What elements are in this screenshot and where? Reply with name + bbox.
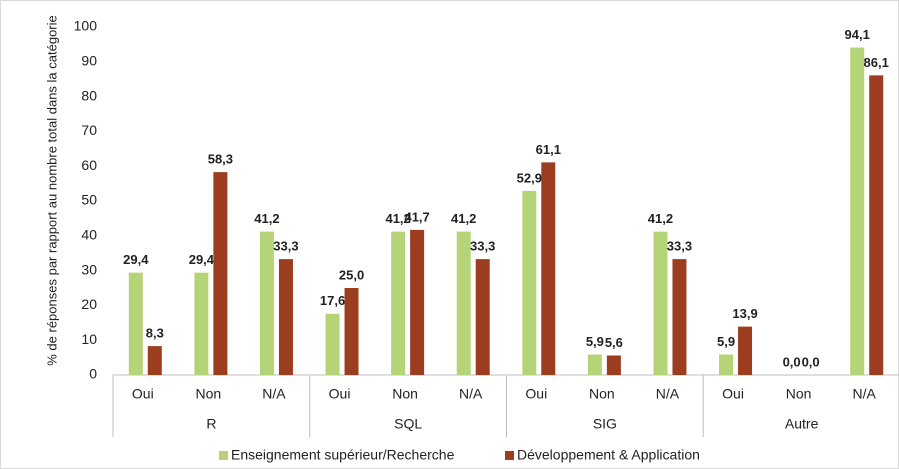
value-label: 25,0: [339, 267, 364, 282]
value-label: 86,1: [864, 55, 889, 70]
y-tick-label: 100: [74, 18, 98, 34]
bar: [344, 288, 359, 375]
value-label: 52,9: [517, 170, 542, 185]
value-label: 33,3: [470, 239, 495, 254]
bar: [410, 229, 425, 375]
value-label: 41,2: [254, 211, 279, 226]
value-label: 33,3: [667, 239, 692, 254]
bar: [325, 313, 340, 375]
legend-label: Développement & Application: [517, 447, 700, 463]
x-tick-label: Oui: [722, 386, 744, 402]
group-label: Autre: [785, 416, 819, 432]
x-tick-label: Oui: [132, 386, 154, 402]
legend-swatch: [505, 451, 514, 460]
x-tick-label: Oui: [525, 386, 547, 402]
group-label: R: [206, 416, 216, 432]
bar: [128, 272, 143, 375]
legend-label: Enseignement supérieur/Recherche: [231, 447, 455, 463]
group-label: SIG: [593, 416, 617, 432]
y-tick-label: 40: [81, 227, 97, 243]
value-label: 17,6: [320, 293, 345, 308]
x-tick-label: N/A: [853, 386, 877, 402]
x-tick-label: Oui: [329, 386, 351, 402]
y-tick-label: 20: [81, 296, 97, 312]
bar: [653, 231, 668, 375]
value-label: 41,2: [451, 211, 476, 226]
x-tick-label: N/A: [459, 386, 483, 402]
value-label: 58,3: [208, 152, 233, 167]
x-tick-label: N/A: [656, 386, 680, 402]
bar: [391, 231, 406, 375]
x-tick-label: N/A: [262, 386, 286, 402]
y-tick-label: 90: [81, 53, 97, 69]
value-label: 13,9: [732, 306, 757, 321]
x-tick-label: Non: [786, 386, 812, 402]
value-label: 33,3: [273, 239, 298, 254]
value-label: 5,9: [717, 334, 735, 349]
value-label: 41,2: [385, 211, 410, 226]
bar: [259, 231, 274, 375]
y-tick-label: 70: [81, 122, 97, 138]
bar: [475, 259, 490, 375]
bar: [850, 47, 865, 375]
value-label: 8,3: [146, 326, 164, 341]
x-tick-label: Non: [392, 386, 418, 402]
y-tick-label: 60: [81, 157, 97, 173]
bar: [719, 354, 734, 375]
value-label: 0,0: [802, 354, 820, 369]
y-tick-label: 80: [81, 87, 97, 103]
bar: [738, 326, 753, 375]
bar: [278, 259, 293, 375]
value-label: 29,4: [123, 252, 149, 267]
value-label: 94,1: [845, 27, 870, 42]
y-tick-label: 10: [81, 331, 97, 347]
bar: [869, 75, 884, 375]
x-tick-label: Non: [589, 386, 615, 402]
bar: [672, 259, 687, 375]
bar: [522, 190, 537, 375]
bar: [587, 354, 602, 375]
legend-swatch: [219, 451, 228, 460]
value-label: 5,6: [605, 335, 623, 350]
y-tick-label: 50: [81, 192, 97, 208]
bar: [213, 172, 228, 375]
bar: [606, 355, 621, 375]
value-label: 41,7: [404, 209, 429, 224]
value-label: 5,9: [586, 334, 604, 349]
bar: [147, 346, 162, 375]
y-tick-label: 0: [89, 366, 97, 382]
y-tick-label: 30: [81, 261, 97, 277]
value-label: 29,4: [189, 252, 215, 267]
bar: [541, 162, 556, 375]
value-label: 41,2: [648, 211, 673, 226]
value-label: 61,1: [536, 142, 561, 157]
x-tick-label: Non: [196, 386, 222, 402]
group-label: SQL: [394, 416, 422, 432]
value-label: 0,0: [783, 354, 801, 369]
bar: [456, 231, 471, 375]
y-axis-title: % de réponses par rapport au nombre tota…: [44, 15, 60, 366]
bar: [194, 272, 209, 375]
